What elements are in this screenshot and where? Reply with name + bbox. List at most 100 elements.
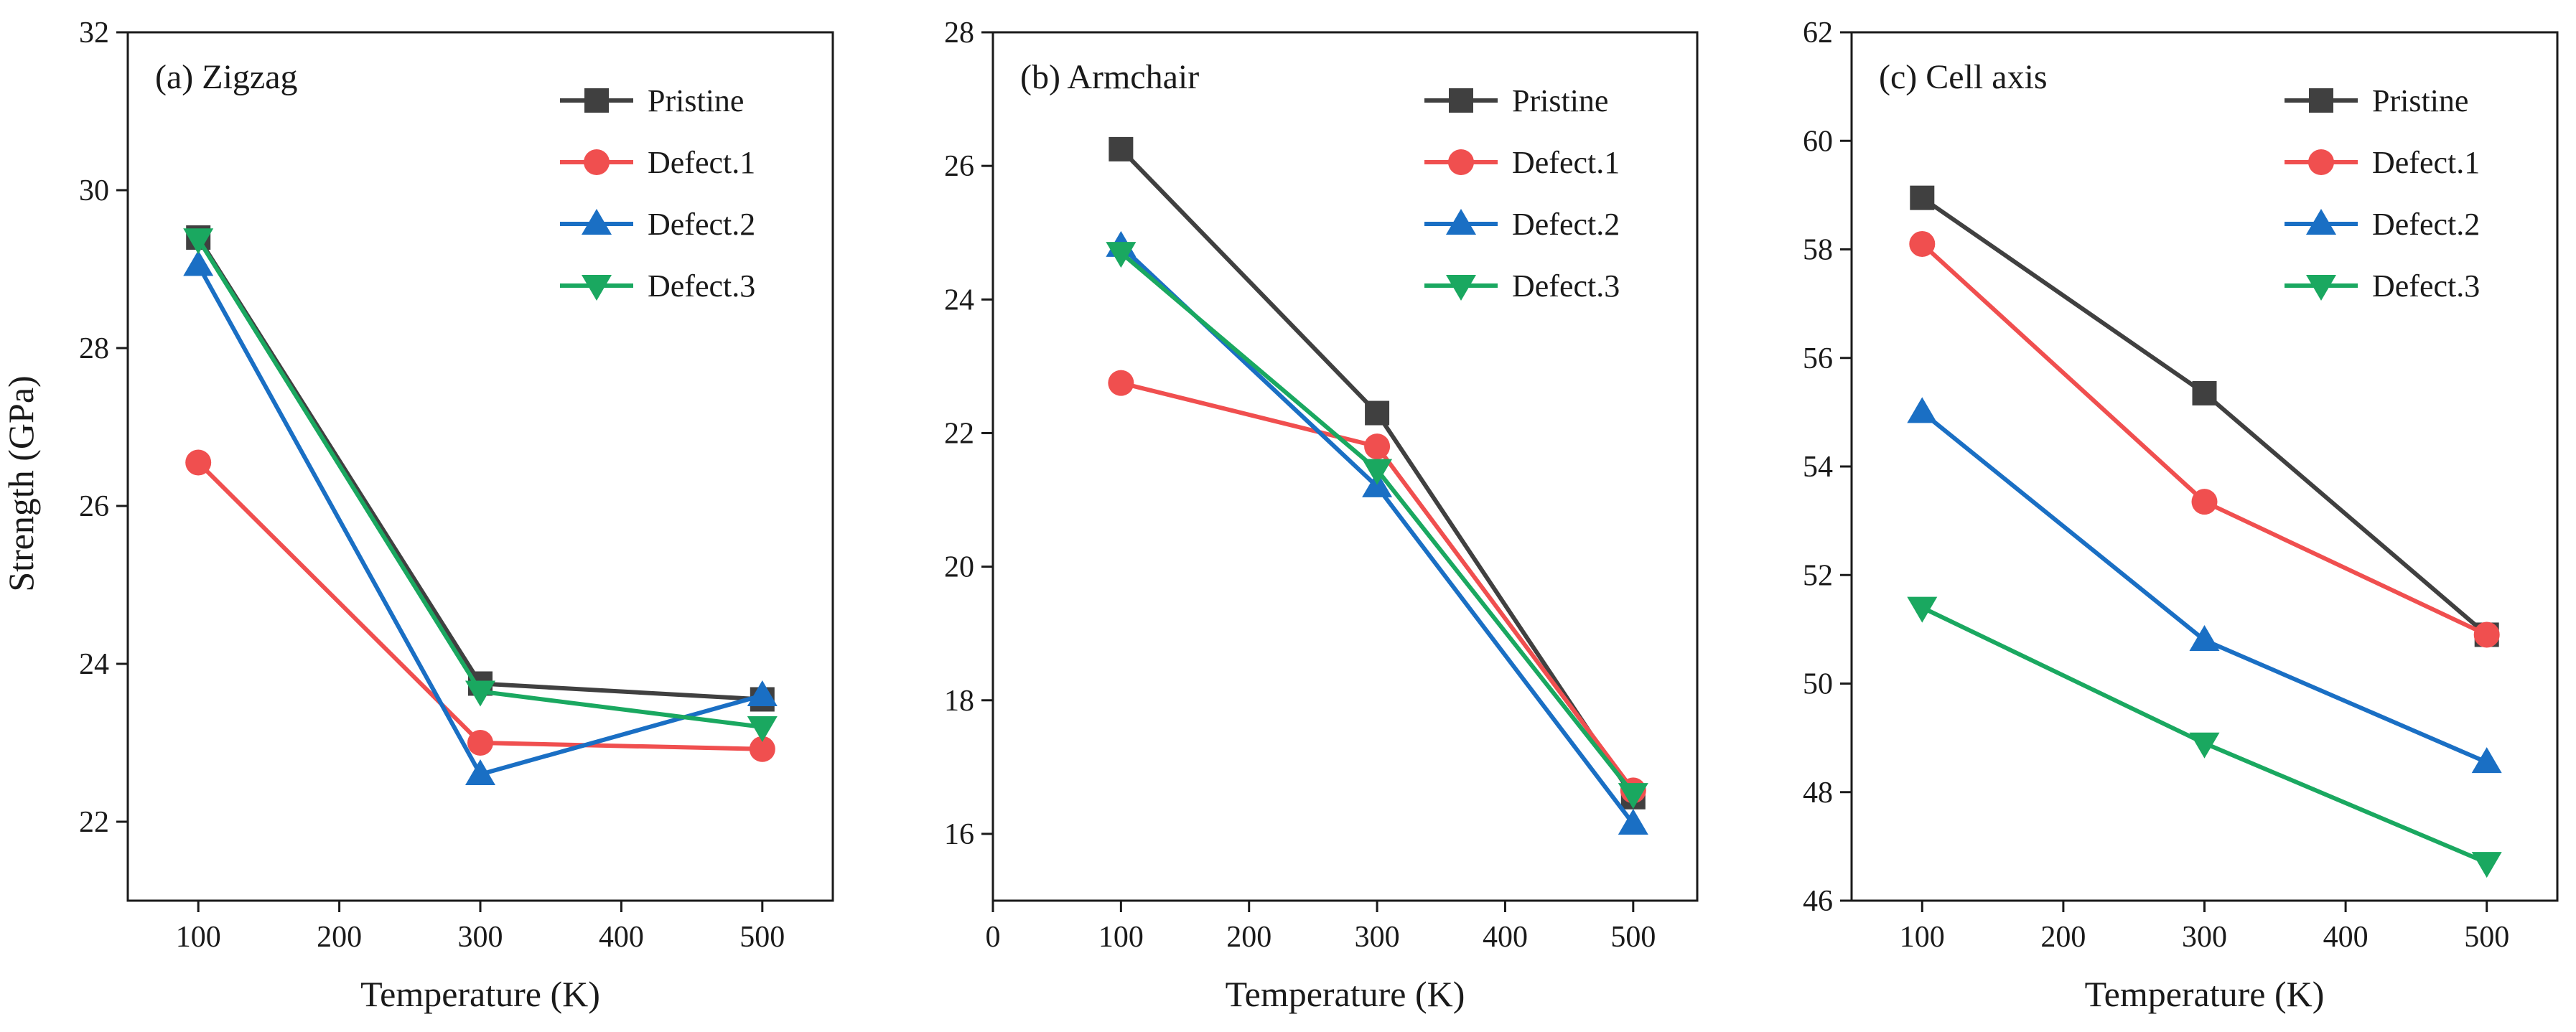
legend-label: Pristine [2372,83,2468,118]
chart-panel-1: 0 100 200 300 400 500 16 18 20 22 24 26 28 Temperatur… [944,17,1699,1014]
y-tick-label: 58 [1803,234,1833,267]
y-tick-label: 30 [79,174,109,207]
legend-label: Defect.1 [648,145,755,180]
y-tick-label: 62 [1803,17,1833,50]
data-point [183,228,214,255]
y-tick-label: 28 [944,17,974,50]
y-tick-label: 26 [79,490,109,523]
data-point [465,759,495,785]
plot-frame [991,31,1699,902]
data-point [183,250,214,276]
x-tick-label: 500 [2464,921,2509,954]
legend-label: Defect.1 [1512,145,1620,180]
x-axis-label: Temperature (K) [1226,974,1465,1014]
legend-marker [2308,149,2334,175]
legend-label: Defect.3 [1512,268,1620,304]
x-tick-label: 300 [1355,921,1400,954]
data-point [1909,230,1936,257]
legend-label: Pristine [648,83,744,118]
x-axis-label: Temperature (K) [2085,974,2325,1014]
y-tick-label: 24 [79,648,109,681]
data-point [747,680,778,706]
x-axis-label: Temperature (K) [360,974,600,1014]
legend-label: Defect.2 [2372,207,2480,242]
y-tick-label: 48 [1803,777,1833,810]
data-point [2189,625,2220,651]
data-point [1109,136,1134,161]
y-tick-label: 32 [79,17,109,50]
data-point [2471,852,2502,878]
legend-marker [1449,88,1473,113]
data-point [1365,400,1390,426]
series-line-2 [1119,244,1635,825]
data-point [749,736,775,762]
x-tick-label: 200 [317,921,362,954]
data-point [467,730,493,756]
x-tick-label: 500 [739,921,785,954]
legend-marker [584,88,609,113]
data-point [2192,380,2217,405]
chart-panel-2: 100 200 300 400 500 46 48 50 52 54 56 58 60 62 Tempera… [1803,17,2559,1014]
x-tick-label: 300 [458,921,503,954]
chart-panel-0: 100 200 300 400 500 22 24 26 28 30 32 Temperature (… [79,17,834,1014]
panel-title: (c) Cell axis [1879,58,2048,96]
data-point [1907,397,1938,423]
data-point [2191,489,2218,515]
legend-label: Defect.2 [1512,207,1620,242]
legend-label: Pristine [1512,83,1608,118]
x-tick-label: 400 [2323,921,2369,954]
y-tick-label: 24 [944,283,974,316]
data-point [2471,747,2502,774]
series-line-3 [196,238,763,729]
y-tick-label: 20 [944,551,974,584]
figure-ylabel: Strength (GPa) [1,375,41,591]
y-tick-label: 18 [944,685,974,718]
x-tick-label: 0 [986,921,1001,954]
x-tick-label: 100 [176,921,221,954]
panel-title: (b) Armchair [1020,58,1199,96]
legend-marker [2306,275,2336,301]
legend-label: Defect.2 [648,207,755,242]
series-line-0 [196,236,762,702]
data-point [1910,185,1935,210]
legend-marker [584,149,610,175]
x-tick-label: 200 [1226,921,1271,954]
data-point [2189,732,2220,759]
data-point [1618,783,1648,810]
legend-marker [1446,275,1476,301]
x-tick-label: 300 [2182,921,2227,954]
panel-title: (a) Zigzag [155,58,298,96]
y-tick-label: 54 [1803,451,1833,484]
y-tick-label: 26 [944,150,974,183]
data-point [1362,459,1393,485]
y-tick-label: 16 [944,818,974,851]
data-point [1618,808,1648,835]
legend-label: Defect.3 [648,268,755,304]
legend-marker [1446,209,1476,235]
legend-label: Defect.3 [2372,268,2480,304]
data-point [747,716,778,742]
data-point [1108,370,1134,396]
legend-label: Defect.1 [2372,145,2480,180]
x-tick-label: 400 [1483,921,1528,954]
x-tick-label: 100 [1098,921,1144,954]
data-point [1106,242,1137,268]
x-tick-label: 200 [2040,921,2086,954]
x-tick-label: 500 [1610,921,1656,954]
y-tick-label: 60 [1803,125,1833,158]
y-tick-label: 50 [1803,668,1833,701]
y-tick-label: 56 [1803,342,1833,375]
y-tick-label: 22 [79,806,109,839]
legend-marker [582,209,612,235]
data-point [1364,433,1391,460]
data-point [465,680,495,707]
y-tick-label: 22 [944,417,974,450]
series-line-2 [1921,411,2488,764]
y-tick-label: 46 [1803,885,1833,918]
legend-marker [2309,88,2333,113]
series-line-0 [1921,196,2488,637]
x-tick-label: 100 [1900,921,1945,954]
data-point [185,449,212,476]
y-tick-label: 52 [1803,559,1833,592]
